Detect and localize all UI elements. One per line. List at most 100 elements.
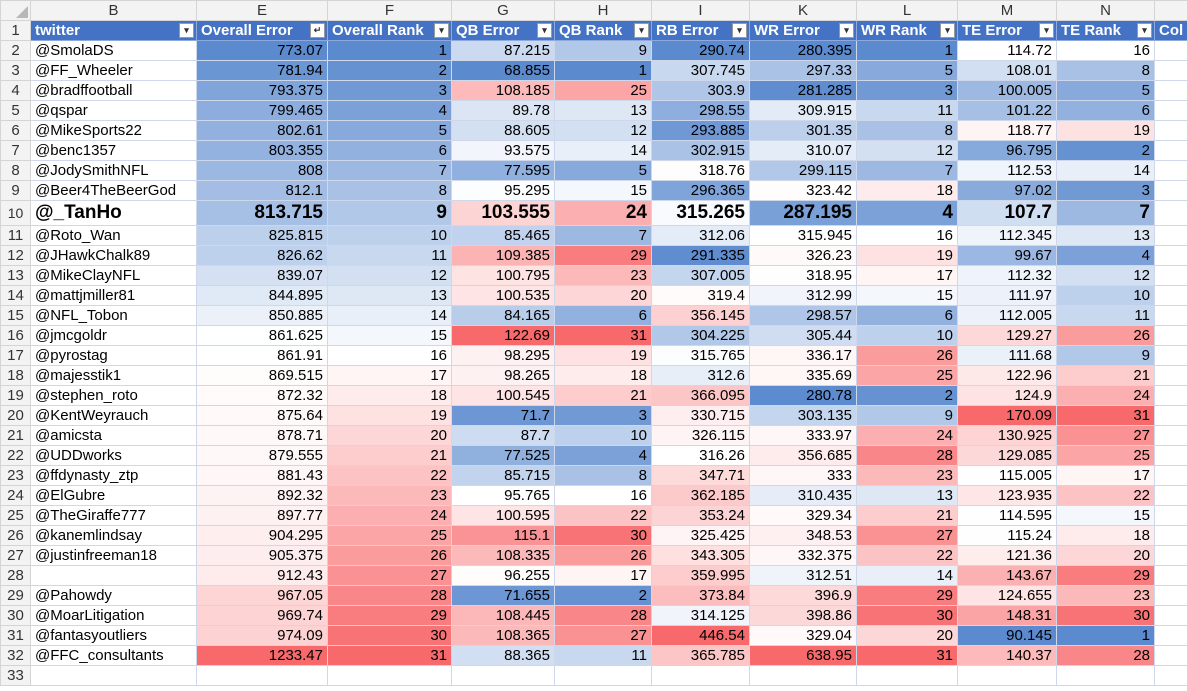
value-cell[interactable]: 3 <box>856 80 958 101</box>
value-cell[interactable]: 307.005 <box>651 265 750 286</box>
row-header[interactable]: 5 <box>0 100 31 121</box>
value-cell[interactable]: 14 <box>554 140 652 161</box>
value-cell[interactable]: 875.64 <box>196 405 328 426</box>
value-cell[interactable]: 99.67 <box>957 245 1057 266</box>
value-cell[interactable]: 812.1 <box>196 180 328 201</box>
twitter-handle-cell[interactable]: @bradffootball <box>30 80 197 101</box>
value-cell[interactable]: 123.935 <box>957 485 1057 506</box>
value-cell[interactable]: 90.145 <box>957 625 1057 646</box>
value-cell[interactable]: 296.365 <box>651 180 750 201</box>
value-cell[interactable]: 18 <box>327 385 452 406</box>
value-cell[interactable]: 15 <box>1056 505 1155 526</box>
value-cell[interactable]: 6 <box>554 305 652 326</box>
value-cell[interactable]: 813.715 <box>196 200 328 226</box>
value-cell[interactable]: 1 <box>1056 625 1155 646</box>
value-cell[interactable]: 347.71 <box>651 465 750 486</box>
value-cell[interactable]: 16 <box>1056 40 1155 61</box>
value-cell[interactable]: 30 <box>327 625 452 646</box>
value-cell[interactable] <box>1154 40 1187 61</box>
twitter-handle-cell[interactable]: @amicsta <box>30 425 197 446</box>
value-cell[interactable]: 638.95 <box>749 645 857 666</box>
filter-dropdown-icon[interactable]: ▾ <box>839 23 854 38</box>
value-cell[interactable]: 290.74 <box>651 40 750 61</box>
value-cell[interactable]: 25 <box>856 365 958 386</box>
value-cell[interactable]: 319.4 <box>651 285 750 306</box>
value-cell[interactable]: 312.99 <box>749 285 857 306</box>
value-cell[interactable]: 17 <box>856 265 958 286</box>
value-cell[interactable]: 974.09 <box>196 625 328 646</box>
value-cell[interactable]: 298.57 <box>749 305 857 326</box>
value-cell[interactable]: 348.53 <box>749 525 857 546</box>
value-cell[interactable] <box>1154 325 1187 346</box>
value-cell[interactable]: 101.22 <box>957 100 1057 121</box>
row-header[interactable]: 3 <box>0 60 31 81</box>
value-cell[interactable]: 892.32 <box>196 485 328 506</box>
value-cell[interactable]: 100.795 <box>451 265 555 286</box>
row-header[interactable]: 24 <box>0 485 31 506</box>
header-cell[interactable]: QB Rank ▾ <box>554 20 652 41</box>
value-cell[interactable] <box>1154 585 1187 606</box>
value-cell[interactable] <box>554 665 652 686</box>
value-cell[interactable]: 8 <box>554 465 652 486</box>
value-cell[interactable]: 12 <box>1056 265 1155 286</box>
value-cell[interactable]: 16 <box>327 345 452 366</box>
value-cell[interactable]: 305.44 <box>749 325 857 346</box>
value-cell[interactable]: 310.435 <box>749 485 857 506</box>
value-cell[interactable]: 839.07 <box>196 265 328 286</box>
column-header[interactable]: H <box>554 0 652 21</box>
value-cell[interactable]: 314.125 <box>651 605 750 626</box>
value-cell[interactable]: 143.67 <box>957 565 1057 586</box>
value-cell[interactable]: 329.04 <box>749 625 857 646</box>
value-cell[interactable] <box>1154 625 1187 646</box>
value-cell[interactable] <box>651 665 750 686</box>
value-cell[interactable]: 2 <box>1056 140 1155 161</box>
value-cell[interactable]: 10 <box>327 225 452 246</box>
value-cell[interactable]: 315.945 <box>749 225 857 246</box>
value-cell[interactable]: 98.295 <box>451 345 555 366</box>
value-cell[interactable]: 77.595 <box>451 160 555 181</box>
value-cell[interactable]: 14 <box>1056 160 1155 181</box>
row-header[interactable]: 11 <box>0 225 31 246</box>
value-cell[interactable]: 872.32 <box>196 385 328 406</box>
value-cell[interactable]: 130.925 <box>957 425 1057 446</box>
value-cell[interactable]: 13 <box>856 485 958 506</box>
value-cell[interactable]: 315.265 <box>651 200 750 226</box>
value-cell[interactable]: 879.555 <box>196 445 328 466</box>
row-header[interactable]: 31 <box>0 625 31 646</box>
value-cell[interactable]: 26 <box>327 545 452 566</box>
value-cell[interactable]: 88.365 <box>451 645 555 666</box>
value-cell[interactable]: 844.895 <box>196 285 328 306</box>
value-cell[interactable]: 373.84 <box>651 585 750 606</box>
value-cell[interactable]: 7 <box>554 225 652 246</box>
value-cell[interactable]: 30 <box>1056 605 1155 626</box>
filter-dropdown-icon[interactable]: ▾ <box>1137 23 1152 38</box>
value-cell[interactable]: 825.815 <box>196 225 328 246</box>
twitter-handle-cell[interactable]: @qspar <box>30 100 197 121</box>
value-cell[interactable]: 10 <box>1056 285 1155 306</box>
value-cell[interactable]: 7 <box>856 160 958 181</box>
column-header[interactable]: K <box>749 0 857 21</box>
value-cell[interactable]: 93.575 <box>451 140 555 161</box>
value-cell[interactable]: 129.085 <box>957 445 1057 466</box>
value-cell[interactable]: 121.36 <box>957 545 1057 566</box>
row-header[interactable]: 2 <box>0 40 31 61</box>
value-cell[interactable]: 111.97 <box>957 285 1057 306</box>
value-cell[interactable]: 301.35 <box>749 120 857 141</box>
value-cell[interactable]: 19 <box>554 345 652 366</box>
value-cell[interactable]: 24 <box>554 200 652 226</box>
value-cell[interactable]: 969.74 <box>196 605 328 626</box>
value-cell[interactable]: 1233.47 <box>196 645 328 666</box>
value-cell[interactable] <box>1056 665 1155 686</box>
header-cell[interactable]: QB Error ▾ <box>451 20 555 41</box>
value-cell[interactable]: 13 <box>554 100 652 121</box>
value-cell[interactable]: 17 <box>1056 465 1155 486</box>
value-cell[interactable]: 287.195 <box>749 200 857 226</box>
value-cell[interactable]: 27 <box>327 565 452 586</box>
value-cell[interactable]: 19 <box>856 245 958 266</box>
value-cell[interactable]: 808 <box>196 160 328 181</box>
value-cell[interactable]: 14 <box>327 305 452 326</box>
value-cell[interactable]: 24 <box>327 505 452 526</box>
value-cell[interactable]: 850.885 <box>196 305 328 326</box>
value-cell[interactable]: 112.53 <box>957 160 1057 181</box>
value-cell[interactable]: 396.9 <box>749 585 857 606</box>
